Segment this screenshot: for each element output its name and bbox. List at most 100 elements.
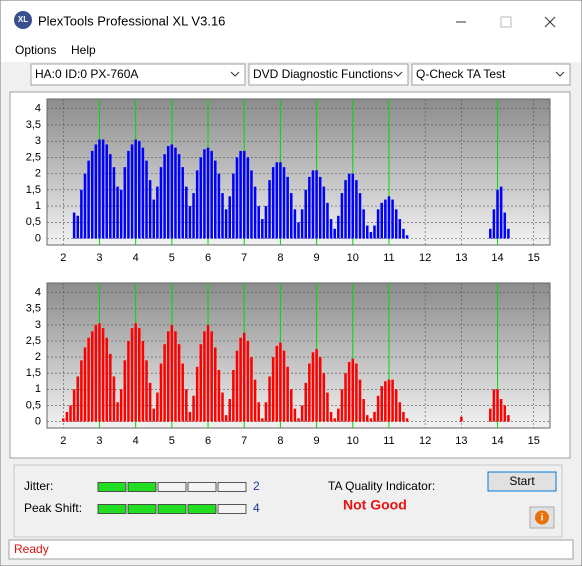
indicator-segment-filled [127,482,157,492]
bar [257,206,260,239]
bar [293,408,297,422]
bar [177,154,181,239]
bar [221,193,224,239]
x-tick-label: 7 [241,435,247,447]
indicator-segment-filled [157,504,187,514]
x-tick-label: 11 [383,435,394,447]
x-tick-label: 13 [455,252,467,264]
bar [174,331,177,422]
y-tick-label: 2 [35,351,41,363]
bar [206,324,210,422]
maximize-button[interactable] [500,16,512,28]
bar [163,154,166,239]
x-tick-label: 12 [419,435,431,447]
x-tick-label: 15 [528,252,540,264]
x-tick-label: 4 [133,435,139,447]
app-icon [14,11,32,29]
bar [239,337,242,422]
bar [275,162,279,239]
y-tick-label: 0 [35,232,41,244]
bar [304,189,308,239]
window-title: PlexTools Professional XL V3.16 [38,13,225,28]
dropdown-text[interactable]: HA:0 ID:0 PX-760A [35,67,138,81]
dropdown-arrow[interactable] [393,71,403,77]
start-button[interactable] [487,471,557,492]
bar [112,167,116,239]
bar [261,219,264,239]
bar [199,344,203,422]
close-button[interactable] [544,16,556,28]
bar [141,341,145,422]
bar [326,202,329,239]
bar [503,212,507,239]
y-tick-label: 1 [35,200,41,212]
dropdown[interactable] [248,63,409,86]
indicator-segment [217,504,247,514]
dropdown-text[interactable]: Q-Check TA Test [416,67,506,81]
y-tick-label: 1 [35,383,41,395]
start-button-label[interactable]: Start [509,474,535,488]
bar [369,418,373,422]
bar [116,402,119,422]
bar [358,193,362,239]
y-tick-label: 2,5 [26,335,41,347]
bar [206,147,210,239]
dropdown[interactable] [411,63,571,86]
indicator-segment [187,482,217,492]
x-tick-label: 9 [314,435,320,447]
bar [98,139,101,239]
x-tick-label: 7 [241,252,247,264]
bar [322,373,326,422]
bar [246,157,250,239]
bar [192,193,195,239]
indicator-segment-filled [187,504,217,514]
x-tick-label: 3 [96,252,102,264]
bar [398,402,402,422]
dropdown[interactable] [30,63,246,86]
bar [235,157,239,239]
bar [398,219,402,239]
bar [105,337,108,422]
bar [87,160,90,239]
bar [289,389,293,422]
bar [159,363,163,422]
bar [394,389,398,422]
bar [246,341,250,422]
bar [232,173,235,239]
dropdown-text[interactable]: DVD Diagnostic Functions [253,67,393,81]
dropdown-arrow[interactable] [555,71,565,77]
indicator-value: 2 [253,479,260,493]
indicator-label: Jitter: [24,479,53,493]
bar [489,408,492,422]
bar [130,144,134,239]
bar [492,389,496,422]
bar [322,186,326,239]
menu-item[interactable]: Help [71,43,96,57]
bar [264,402,268,422]
bar [185,186,188,239]
bar [344,180,347,239]
bar [358,379,362,422]
bar [344,373,347,422]
bar [123,167,127,239]
dropdown-arrow[interactable] [230,71,240,77]
bar [271,357,275,422]
bar [94,324,98,422]
bar [311,170,315,239]
bar [315,170,318,239]
bar [297,418,300,422]
menu-item[interactable]: Options [15,43,56,57]
bar [235,350,239,422]
bar [507,228,510,239]
bar [80,189,83,239]
bar [217,173,221,239]
x-tick-label: 8 [277,435,283,447]
bar [329,219,333,239]
bar [311,352,315,422]
y-tick-label: 0 [35,415,41,427]
bar [318,357,322,422]
bar [166,146,170,239]
bar [376,395,380,422]
bar [224,209,228,239]
bar [181,363,184,422]
